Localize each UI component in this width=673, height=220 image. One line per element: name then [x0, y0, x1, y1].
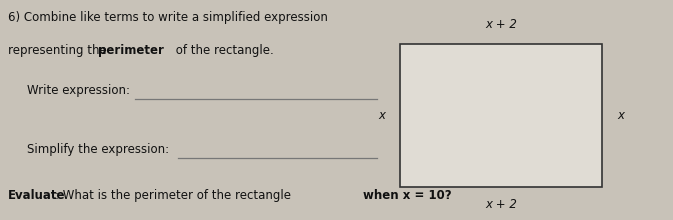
Text: Write expression:: Write expression:: [27, 84, 130, 97]
Text: x: x: [379, 109, 386, 122]
Text: representing the: representing the: [8, 44, 110, 57]
Text: x + 2: x + 2: [485, 198, 518, 211]
Text: : What is the perimeter of the rectangle: : What is the perimeter of the rectangle: [55, 189, 295, 202]
Bar: [400, 44, 602, 187]
Text: perimeter: perimeter: [98, 44, 164, 57]
Text: x + 2: x + 2: [485, 18, 518, 31]
Text: x: x: [617, 109, 624, 122]
Text: Evaluate: Evaluate: [8, 189, 65, 202]
Text: of the rectangle.: of the rectangle.: [172, 44, 273, 57]
Text: when x = 10?: when x = 10?: [363, 189, 452, 202]
Text: 6) Combine like terms to write a simplified expression: 6) Combine like terms to write a simplif…: [8, 11, 328, 24]
Text: Simplify the expression:: Simplify the expression:: [27, 143, 169, 156]
